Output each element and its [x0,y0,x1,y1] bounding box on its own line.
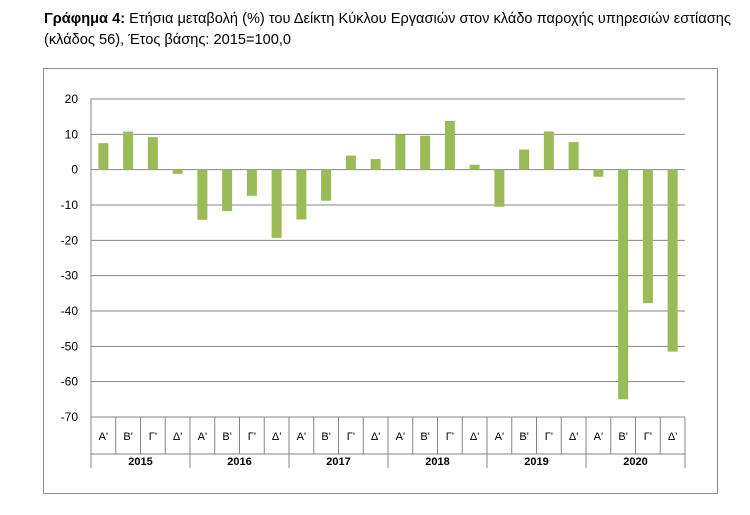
bar [469,164,480,170]
x-tick-label-quarter: Α' [198,431,207,443]
x-tick-label-quarter: Γ' [248,431,256,443]
bar [519,149,530,170]
y-tick-label: 0 [71,163,78,177]
bar [271,169,282,238]
y-tick-label: -70 [61,410,79,424]
bar [593,169,604,177]
bar [420,135,431,170]
bar [444,120,455,170]
x-tick-label-quarter: Α' [495,431,504,443]
bar [296,169,307,220]
y-tick-label: -30 [61,269,79,283]
x-tick-label-quarter: Γ' [347,431,355,443]
bar [172,169,183,174]
bar [123,131,134,170]
x-tick-label-quarter: Α' [297,431,306,443]
bar [147,137,158,170]
x-tick-label-year: 2016 [227,456,251,468]
x-tick-label-quarter: Α' [99,431,108,443]
x-tick-label-quarter: Β' [321,431,330,443]
bar [494,169,505,207]
x-tick-label-quarter: Β' [123,431,132,443]
bar [197,169,208,220]
chart-frame [43,68,718,494]
bar [618,169,629,400]
x-tick-label-year: 2020 [623,456,647,468]
x-tick-label-year: 2018 [425,456,449,468]
x-tick-label-year: 2017 [326,456,350,468]
x-tick-label-quarter: Β' [618,431,627,443]
x-tick-label-quarter: Γ' [644,431,652,443]
x-tick-label-quarter: Δ' [668,431,677,443]
x-tick-label-quarter: Β' [222,431,231,443]
x-tick-label-quarter: Γ' [149,431,157,443]
x-tick-label-quarter: Δ' [470,431,479,443]
x-tick-label-quarter: Α' [396,431,405,443]
x-tick-label-quarter: Β' [519,431,528,443]
x-tick-label-quarter: Δ' [272,431,281,443]
y-tick-label: -40 [61,304,79,318]
bar [321,169,332,201]
y-tick-label: -10 [61,198,79,212]
x-tick-label-quarter: Δ' [371,431,380,443]
bar [667,169,678,352]
x-tick-label-quarter: Γ' [446,431,454,443]
x-tick-label-quarter: Α' [594,431,603,443]
chart-title-text: Ετήσια μεταβολή (%) του Δείκτη Κύκλου Ερ… [44,11,731,48]
x-tick-label-year: 2019 [524,456,548,468]
y-tick-label: -20 [61,233,79,247]
bar [370,159,381,170]
bar [543,131,554,170]
chart-title-label: Γράφημα 4: [44,11,126,27]
x-tick-label-quarter: Δ' [569,431,578,443]
bar [98,143,109,170]
bar [568,142,579,170]
x-tick-label-quarter: Γ' [545,431,553,443]
bar [642,169,653,304]
x-tick-label-year: 2015 [128,456,152,468]
bar [395,134,406,170]
y-tick-label: 20 [65,92,79,106]
y-tick-label: 10 [65,127,79,141]
bar [345,155,356,170]
chart-title: Γράφημα 4: Ετήσια μεταβολή (%) του Δείκτ… [44,9,734,51]
bar [246,169,257,196]
x-tick-label-quarter: Β' [420,431,429,443]
x-tick-label-quarter: Δ' [173,431,182,443]
y-tick-label: -50 [61,339,79,353]
y-tick-label: -60 [61,375,79,389]
bar [222,169,233,212]
